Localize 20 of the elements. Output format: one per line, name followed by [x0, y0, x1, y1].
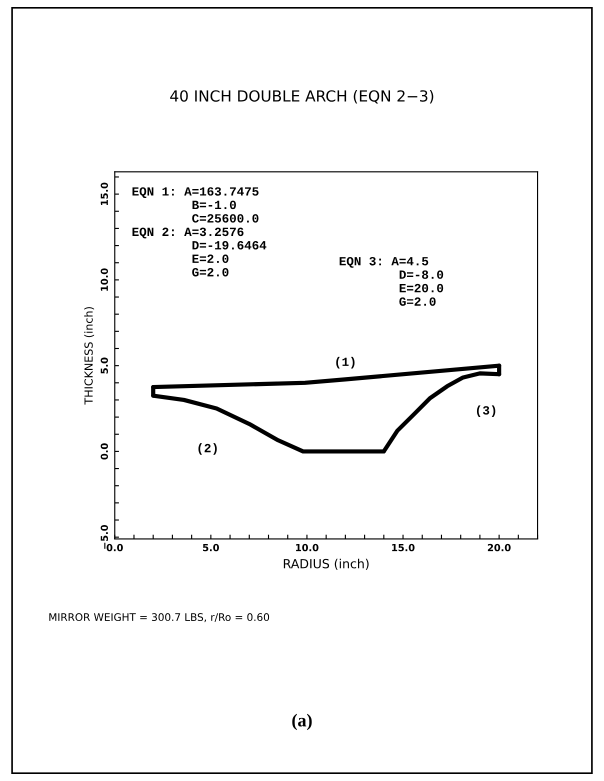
text: (2): [198, 443, 217, 455]
x-tick-label: 20.0: [488, 544, 511, 552]
y-tick-label: −5.0: [100, 524, 108, 549]
y-axis-title: THICKNESS (inch): [84, 307, 94, 405]
x-tick-label: 15.0: [392, 544, 415, 552]
x-axis-title: RADIUS (inch): [284, 558, 369, 570]
series-label: (1): [336, 356, 355, 369]
x-tick-label: 0.0: [106, 544, 123, 552]
chart-title: 40 INCH DOUBLE ARCH (EQN 2−3): [170, 90, 434, 104]
text: (a): [292, 714, 312, 730]
annotation: EQN 3: A=4.5 D=-8.0 E=20.0 G=2.0: [340, 256, 444, 306]
text: MIRROR WEIGHT = 300.7 LBS, r/Ro = 0.60: [49, 613, 270, 622]
annotation: EQN 1: A=163.7475 B=-1.0 C=25600.0 EQN 2: A=3.2576 D=-19.6464 E=2.0 G=2.0: [132, 187, 266, 276]
x-tick-label: 10.0: [296, 544, 318, 552]
y-tick-label: 10.0: [100, 268, 108, 291]
y-tick-label: 5.0: [100, 358, 108, 374]
y-tick-label: 0.0: [100, 443, 108, 460]
text: (3): [476, 405, 496, 418]
y-tick-label: 15.0: [100, 182, 108, 206]
x-tick-label: 5.0: [202, 544, 219, 552]
